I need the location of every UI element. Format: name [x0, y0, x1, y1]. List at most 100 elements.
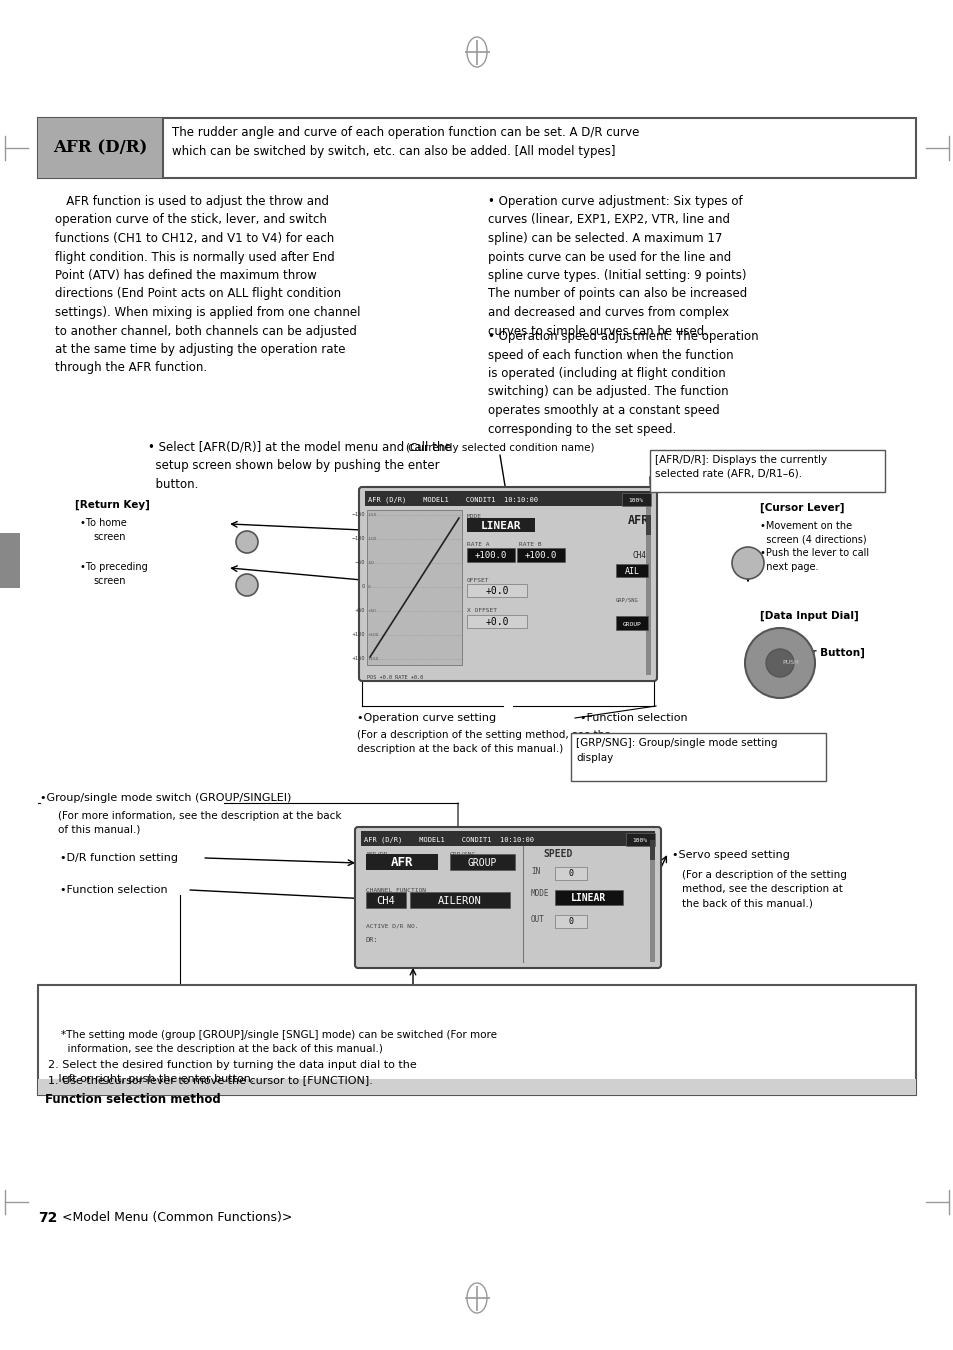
Bar [649, 842, 655, 963]
Text: 0: 0 [568, 918, 573, 926]
Text: 0: 0 [368, 585, 370, 589]
Text: RATE A: RATE A [467, 543, 489, 548]
Text: +100: +100 [368, 633, 379, 637]
Text: The rudder angle and curve of each operation function can be set. A D/R curve
wh: The rudder angle and curve of each opera… [172, 126, 639, 158]
Bar [621, 493, 650, 506]
Text: +0.0: +0.0 [485, 586, 508, 595]
Bar [555, 915, 586, 927]
Ellipse shape [765, 649, 793, 676]
Text: −150: −150 [351, 513, 365, 517]
Ellipse shape [731, 547, 763, 579]
Bar [616, 564, 647, 576]
Text: 2. Select the desired function by turning the data input dial to the
   left or : 2. Select the desired function by turnin… [48, 1060, 416, 1084]
Text: *The setting mode (group [GROUP]/single [SNGL] mode) can be switched (For more
 : *The setting mode (group [GROUP]/single … [48, 1030, 497, 1054]
Text: MODE: MODE [531, 888, 549, 898]
Bar [467, 616, 526, 628]
Text: •Function selection: •Function selection [60, 886, 168, 895]
Text: Function selection method: Function selection method [45, 1094, 220, 1106]
Text: • Select [AFR(D/R)] at the model menu and call the
  setup screen shown below by: • Select [AFR(D/R)] at the model menu an… [148, 440, 451, 491]
Text: CHANNEL FUNCTION: CHANNEL FUNCTION [366, 887, 426, 892]
Text: LINEAR: LINEAR [480, 521, 520, 531]
Text: +100: +100 [351, 633, 365, 637]
Bar [0, 533, 20, 589]
Text: • Operation speed adjustment: The operation
speed of each function when the func: • Operation speed adjustment: The operat… [488, 329, 758, 436]
Text: [Return Key]: [Return Key] [75, 500, 150, 510]
Text: PUSH: PUSH [781, 660, 798, 666]
Text: DR:: DR: [366, 937, 378, 944]
Text: GROUP: GROUP [622, 621, 640, 626]
Text: AFR/DR: AFR/DR [366, 852, 388, 856]
Bar [649, 450, 884, 491]
Text: •Movement on the
  screen (4 directions)
•Push the lever to call
  next page.: •Movement on the screen (4 directions) •… [760, 521, 868, 572]
Text: 72: 72 [38, 1211, 57, 1224]
Text: (Number of D/R curves set at the currently
selected condition): (Number of D/R curves set at the current… [396, 988, 618, 1010]
Text: •Operation curve setting: •Operation curve setting [356, 713, 496, 724]
Text: ACTIVE D/R NO.: ACTIVE D/R NO. [366, 923, 418, 929]
Text: +150: +150 [368, 657, 379, 661]
Bar [467, 548, 515, 562]
Text: • Operation curve adjustment: Six types of
curves (linear, EXP1, EXP2, VTR, line: • Operation curve adjustment: Six types … [488, 194, 746, 338]
Bar [649, 840, 655, 860]
Text: 1. Use the cursor lever to move the cursor to [FUNCTION].: 1. Use the cursor lever to move the curs… [48, 1075, 373, 1085]
Text: •Group/single mode switch (GROUP/SINGLEI): •Group/single mode switch (GROUP/SINGLEI… [40, 792, 291, 803]
Text: 0: 0 [361, 585, 365, 590]
Text: 100%: 100% [632, 837, 647, 842]
Text: +50: +50 [355, 609, 365, 613]
Text: CH4: CH4 [632, 552, 645, 560]
Bar [645, 514, 650, 535]
Text: [AFR/D/R]: Displays the currently
selected rate (AFR, D/R1–6).: [AFR/D/R]: Displays the currently select… [655, 455, 826, 479]
Text: POS +0.0 RATE +0.0: POS +0.0 RATE +0.0 [367, 675, 423, 680]
Text: MODE: MODE [467, 513, 481, 518]
Text: -150: -150 [368, 513, 376, 517]
Text: [GRP/SNG]: Group/single mode setting
display: [GRP/SNG]: Group/single mode setting dis… [576, 738, 777, 763]
Text: +50: +50 [368, 609, 376, 613]
Bar [555, 867, 586, 880]
Bar [38, 986, 915, 1095]
Text: [Enter Button]: [Enter Button] [780, 648, 864, 659]
Text: OFFSET: OFFSET [467, 578, 489, 582]
Text: RATE B: RATE B [518, 543, 541, 548]
Bar [571, 733, 825, 782]
Bar [645, 504, 650, 675]
Text: GRP/SNG: GRP/SNG [450, 852, 476, 856]
Text: •Function selection: •Function selection [579, 713, 687, 724]
Text: AFR (D/R)    MODEL1    CONDIT1  10:10:00: AFR (D/R) MODEL1 CONDIT1 10:10:00 [364, 836, 534, 842]
Text: SPEED: SPEED [542, 849, 572, 859]
Text: AFR (D/R): AFR (D/R) [53, 139, 147, 157]
Bar [410, 892, 510, 909]
Text: +150: +150 [351, 656, 365, 662]
Bar [450, 855, 515, 869]
Text: AFR function is used to adjust the throw and
operation curve of the stick, lever: AFR function is used to adjust the throw… [55, 194, 360, 374]
Text: AFR (D/R)    MODEL1    CONDIT1  10:10:00: AFR (D/R) MODEL1 CONDIT1 10:10:00 [368, 497, 537, 502]
Text: •To preceding: •To preceding [80, 562, 148, 572]
Text: AILERON: AILERON [437, 896, 481, 906]
Text: OUT: OUT [531, 915, 544, 925]
Text: X OFFSET: X OFFSET [467, 608, 497, 613]
Bar [367, 510, 461, 666]
Bar [616, 616, 647, 630]
Text: (For more information, see the description at the back
of this manual.): (For more information, see the descripti… [58, 811, 341, 836]
Text: +100.0: +100.0 [475, 552, 507, 560]
Bar [365, 491, 650, 506]
Bar [467, 518, 535, 532]
Bar [467, 585, 526, 597]
Text: screen: screen [92, 576, 126, 586]
Text: •D/R function setting: •D/R function setting [60, 853, 178, 863]
Bar [360, 832, 655, 846]
Text: GROUP: GROUP [467, 859, 497, 868]
Text: -100: -100 [368, 537, 376, 541]
Text: −50: −50 [355, 560, 365, 566]
Text: 100%: 100% [628, 498, 643, 502]
Text: +0.0: +0.0 [485, 617, 508, 626]
Text: •Servo speed setting: •Servo speed setting [671, 850, 789, 860]
Ellipse shape [744, 628, 814, 698]
Text: AIL: AIL [624, 567, 639, 575]
Text: [Data Input Dial]: [Data Input Dial] [760, 612, 858, 621]
Bar [366, 892, 406, 909]
Bar [38, 117, 163, 178]
Text: AFR: AFR [391, 856, 413, 869]
Bar [38, 117, 915, 178]
Text: (For a description of the setting method, see the
description at the back of thi: (For a description of the setting method… [356, 730, 610, 755]
Text: −100: −100 [351, 536, 365, 541]
Text: IN: IN [531, 868, 539, 876]
